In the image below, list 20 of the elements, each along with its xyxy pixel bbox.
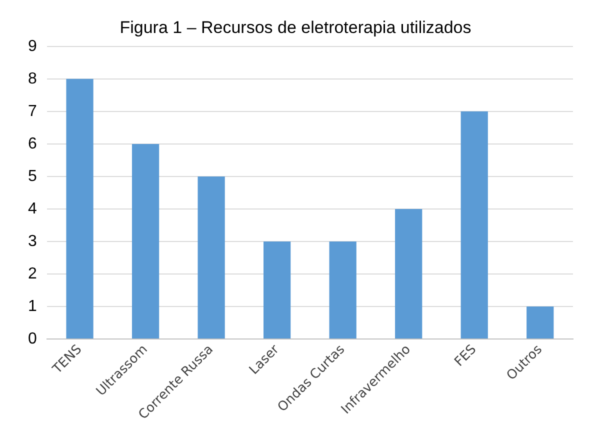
y-tick-label: 2 — [28, 265, 37, 282]
bar — [264, 242, 291, 339]
y-tick-label: 7 — [28, 102, 37, 120]
bar — [460, 111, 488, 339]
bar — [395, 208, 422, 339]
y-tick-label: 1 — [28, 298, 37, 315]
y-tick-label: 0 — [28, 330, 37, 348]
chart-title: Figura 1 – Recursos de eletroterapia utilizados — [120, 18, 472, 37]
y-tick-label: 5 — [28, 168, 37, 185]
y-tick-label: 6 — [28, 135, 37, 152]
y-tick-label: 8 — [28, 70, 37, 88]
bar — [526, 306, 554, 339]
y-tick-label: 3 — [28, 232, 37, 250]
y-tick-label: 4 — [28, 200, 37, 218]
bar — [198, 176, 225, 339]
bar — [132, 144, 160, 339]
bar — [329, 242, 356, 339]
x-tick-label: FES — [452, 342, 480, 370]
y-tick-label: 9 — [28, 38, 37, 55]
bar — [66, 78, 94, 339]
